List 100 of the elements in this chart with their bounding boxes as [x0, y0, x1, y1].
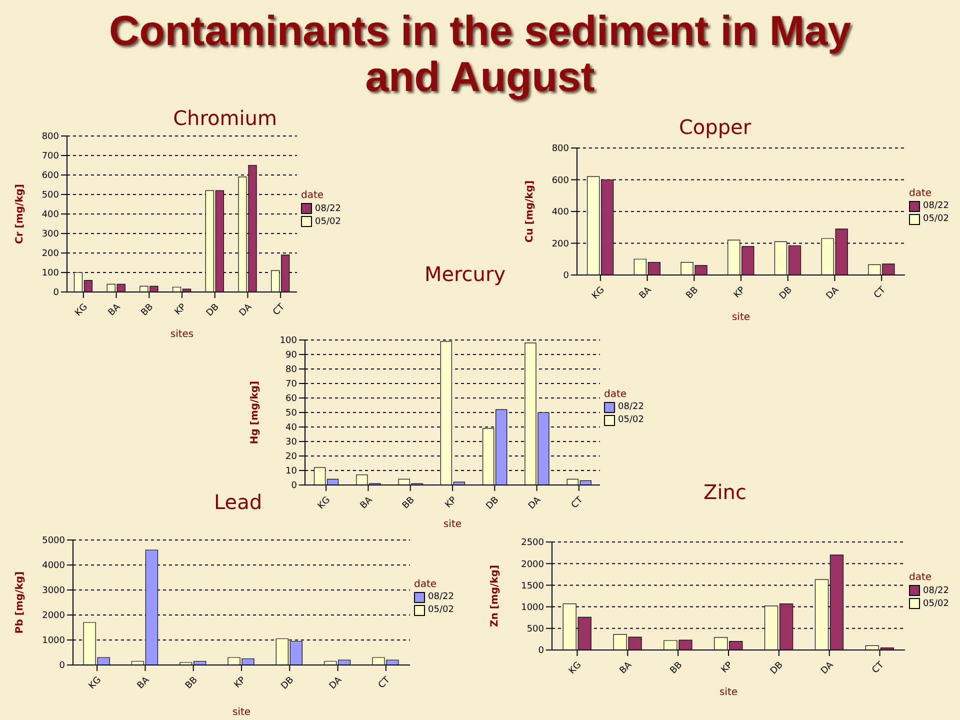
y-tick-label: 70	[286, 380, 298, 390]
x-tick-label: KG	[87, 675, 104, 692]
y-tick-label: 200	[42, 249, 60, 260]
y-tick-label: 60	[286, 394, 298, 404]
x-axis-title: site	[443, 519, 462, 530]
x-axis-title: site	[232, 707, 251, 718]
x-tick-label: KP	[732, 284, 748, 300]
x-axis-title: site	[719, 687, 738, 698]
y-tick-label: 40	[286, 423, 298, 434]
chart-title: Zinc	[702, 480, 748, 504]
legend-label: 05/02	[315, 216, 341, 226]
y-tick-label: 20	[286, 452, 298, 462]
y-tick-label: 4000	[42, 561, 66, 572]
legend-label: 08/22	[618, 402, 644, 412]
x-tick-label: DB	[280, 675, 296, 692]
y-axis-title: Cr [mg/kg]	[14, 184, 26, 244]
x-tick-label: DA	[824, 284, 842, 302]
x-tick-label: BB	[184, 675, 200, 692]
y-tick-label: 90	[286, 350, 298, 361]
legend-label: 05/02	[923, 214, 949, 224]
y-tick-label: 500	[42, 190, 60, 201]
y-tick-label: 2500	[521, 538, 544, 548]
x-tick-label: DA	[820, 660, 836, 677]
y-tick-label: 1000	[42, 636, 66, 646]
x-tick-label: BA	[358, 494, 376, 512]
y-tick-label: 100	[280, 336, 298, 346]
y-tick-label: 3000	[42, 586, 66, 596]
legend-title: date	[604, 388, 628, 400]
x-tick-label: BB	[400, 495, 417, 512]
y-tick-label: 500	[526, 624, 544, 635]
y-tick-label: 0	[563, 271, 570, 282]
legend-label: 05/02	[618, 415, 644, 425]
y-tick-label: 0	[53, 288, 60, 298]
x-tick-label: DB	[768, 660, 786, 677]
x-tick-label: BA	[638, 284, 654, 302]
y-tick-label: 10	[286, 466, 298, 477]
y-tick-label: 0	[59, 661, 66, 672]
x-tick-label: BB	[684, 285, 701, 302]
x-tick-label: BA	[106, 302, 124, 318]
x-tick-label: DA	[526, 494, 544, 512]
x-tick-label: KP	[232, 674, 248, 690]
x-tick-label: CT	[570, 494, 586, 511]
y-axis-title: Pb [mg/kg]	[14, 571, 26, 634]
legend-title: date	[301, 190, 325, 201]
chart-title: Copper	[678, 115, 752, 139]
chart-title: Lead	[214, 490, 262, 514]
x-axis-title: site	[732, 312, 750, 323]
legend-title: date	[909, 188, 933, 198]
y-tick-label: 100	[42, 268, 60, 279]
chart-title: Chromium	[172, 106, 278, 130]
x-tick-label: DA	[238, 302, 255, 319]
legend-title: date	[909, 572, 933, 583]
x-tick-label: KG	[567, 660, 584, 676]
y-tick-label: 300	[42, 230, 60, 240]
y-tick-label: 50	[286, 408, 298, 419]
text: Contaminants in the sediment in May and August	[108, 7, 852, 100]
y-tick-label: 2000	[521, 560, 544, 570]
y-tick-label: 30	[286, 438, 298, 448]
x-tick-label: CT	[376, 674, 393, 691]
legend-label: 05/02	[428, 605, 454, 615]
y-axis-title: Cu [mg/kg]	[524, 180, 536, 243]
y-tick-label: 800	[42, 132, 60, 142]
legend-label: 05/02	[923, 598, 949, 608]
legend-label: 08/22	[923, 201, 949, 211]
x-tick-label: BB	[668, 660, 684, 676]
y-tick-label: 1500	[521, 581, 544, 592]
y-tick-label: 600	[42, 171, 60, 182]
x-tick-label: BA	[618, 660, 635, 676]
y-axis-title: Hg [mg/kg]	[250, 380, 261, 444]
y-axis-title: Zn [mg/kg]	[490, 564, 501, 628]
x-tick-label: DA	[328, 674, 345, 692]
x-tick-label: KG	[590, 285, 607, 302]
y-tick-label: 0	[291, 481, 298, 492]
x-tick-label: CT	[272, 302, 288, 318]
x-tick-label: CT	[870, 660, 886, 676]
y-tick-label: 80	[286, 365, 298, 376]
chart-title: Mercury	[423, 262, 507, 286]
y-tick-label: 0	[538, 646, 544, 656]
x-tick-label: KP	[444, 494, 460, 510]
legend-label: 08/22	[315, 204, 341, 214]
x-tick-label: KG	[316, 495, 332, 512]
y-tick-label: 200	[552, 239, 570, 250]
y-tick-label: 2000	[42, 611, 66, 622]
x-tick-label: DB	[778, 285, 794, 302]
y-tick-label: 5000	[42, 536, 66, 546]
y-tick-label: 700	[42, 152, 60, 162]
y-tick-label: 800	[552, 144, 570, 154]
legend-label: 08/22	[428, 592, 454, 602]
x-tick-label: CT	[872, 284, 888, 301]
legend-label: 08/22	[923, 586, 949, 596]
x-tick-label: DB	[204, 302, 222, 319]
x-axis-title: sites	[170, 329, 194, 340]
x-tick-label: KP	[720, 660, 736, 676]
x-tick-label: BB	[140, 302, 156, 318]
x-tick-label: KG	[74, 302, 90, 318]
y-tick-label: 1000	[521, 602, 544, 613]
x-tick-label: DB	[484, 495, 502, 512]
y-tick-label: 600	[552, 176, 570, 186]
x-tick-label: BA	[136, 674, 152, 692]
y-tick-label: 400	[552, 208, 570, 218]
